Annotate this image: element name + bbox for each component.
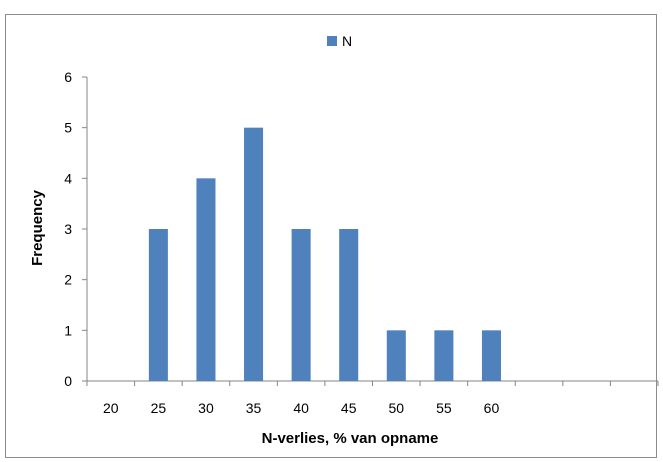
legend-label-n: N bbox=[342, 33, 352, 49]
y-tick-label: 0 bbox=[64, 373, 72, 389]
x-tick-label: 40 bbox=[293, 400, 309, 416]
legend: N bbox=[327, 33, 352, 49]
y-axis: 0 1 2 3 4 5 6 bbox=[64, 69, 88, 389]
x-tick-label: 20 bbox=[103, 400, 119, 416]
bars bbox=[148, 127, 501, 382]
x-tick-label: 55 bbox=[436, 400, 452, 416]
bar-25 bbox=[148, 229, 168, 381]
x-tick-label: 30 bbox=[198, 400, 214, 416]
x-tick-label: 35 bbox=[246, 400, 262, 416]
bar-40 bbox=[291, 229, 311, 381]
x-tick-label: 25 bbox=[151, 400, 167, 416]
bar-35 bbox=[244, 127, 264, 382]
y-tick-label: 4 bbox=[64, 170, 72, 186]
x-axis-title: N-verlies, % van opname bbox=[262, 430, 439, 447]
legend-swatch-n bbox=[327, 36, 337, 46]
y-tick-label: 3 bbox=[64, 221, 72, 237]
y-tick-label: 1 bbox=[64, 322, 72, 338]
bar-30 bbox=[196, 178, 216, 381]
x-tick-label: 50 bbox=[389, 400, 405, 416]
x-tick-label: 60 bbox=[484, 400, 500, 416]
chart-frame bbox=[5, 14, 657, 458]
bar-55 bbox=[434, 330, 454, 381]
x-axis: 20 25 30 35 40 45 50 55 60 bbox=[86, 380, 659, 416]
bar-45 bbox=[339, 229, 359, 381]
y-tick-label: 5 bbox=[64, 120, 72, 136]
x-tick-label: 45 bbox=[341, 400, 357, 416]
y-axis-title: Frequency bbox=[29, 189, 46, 266]
bar-60 bbox=[481, 330, 501, 381]
bar-50 bbox=[386, 330, 406, 381]
y-tick-label: 2 bbox=[64, 272, 72, 288]
y-tick-label: 6 bbox=[64, 69, 72, 85]
